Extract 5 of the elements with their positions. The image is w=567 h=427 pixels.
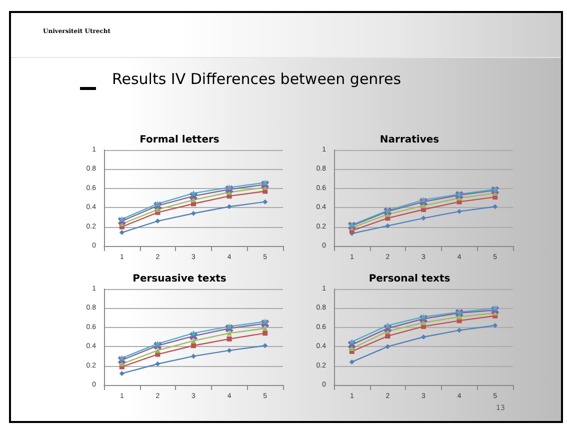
chart-title: Persuasive texts <box>132 274 226 284</box>
chart-title: Formal letters <box>140 134 220 146</box>
chart-title: Personal texts <box>368 274 450 284</box>
chart-title: Narratives <box>380 134 440 146</box>
text: Results IV Differences between genres <box>112 70 402 88</box>
